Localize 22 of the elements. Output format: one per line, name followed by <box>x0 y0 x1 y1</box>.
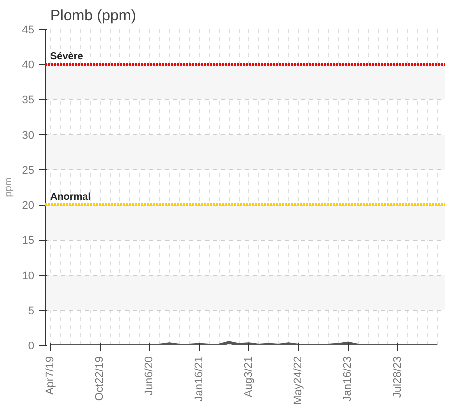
x-tick-label: Aug3/21 <box>242 356 255 398</box>
ref-line-label: Sévère <box>50 52 84 63</box>
y-tick-label: 10 <box>22 270 35 282</box>
y-tick-label: 15 <box>22 235 35 248</box>
y-axis-title: ppm <box>3 178 14 198</box>
x-tick-label: May24/22 <box>292 356 305 405</box>
y-tick-label: 30 <box>22 130 35 142</box>
x-tick-label: Jun6/20 <box>144 356 156 396</box>
x-tick-label: Jul28/23 <box>392 356 404 398</box>
y-tick-label: 35 <box>22 94 35 107</box>
x-tick-label: Oct22/19 <box>94 356 106 402</box>
y-tick-label: 25 <box>22 164 35 177</box>
y-tick-label: 0 <box>28 340 35 352</box>
y-tick-label: 5 <box>28 305 35 318</box>
x-tick-label: Jan16/23 <box>342 356 354 402</box>
chart-title: Plomb (ppm) <box>50 8 136 24</box>
x-tick-label: Jan16/21 <box>193 356 206 402</box>
y-tick-label: 20 <box>22 200 35 212</box>
x-tick-label: Apr7/19 <box>44 356 56 396</box>
y-tick-label: 45 <box>22 24 35 36</box>
ref-line-label: Anormal <box>50 192 92 204</box>
y-tick-label: 40 <box>22 60 35 72</box>
